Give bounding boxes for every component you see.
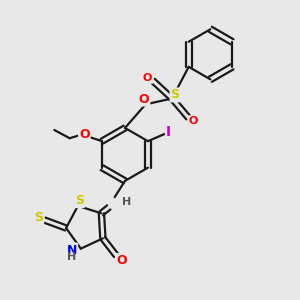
Text: H: H	[67, 253, 76, 262]
Text: O: O	[189, 116, 198, 126]
Text: O: O	[117, 254, 127, 267]
Text: N: N	[67, 244, 77, 256]
Text: O: O	[143, 73, 152, 83]
Text: S: S	[75, 194, 84, 207]
Text: S: S	[170, 88, 179, 101]
Text: O: O	[139, 93, 149, 106]
Text: H: H	[122, 197, 132, 207]
Text: O: O	[79, 128, 90, 141]
Text: S: S	[34, 211, 43, 224]
Text: I: I	[166, 125, 171, 139]
